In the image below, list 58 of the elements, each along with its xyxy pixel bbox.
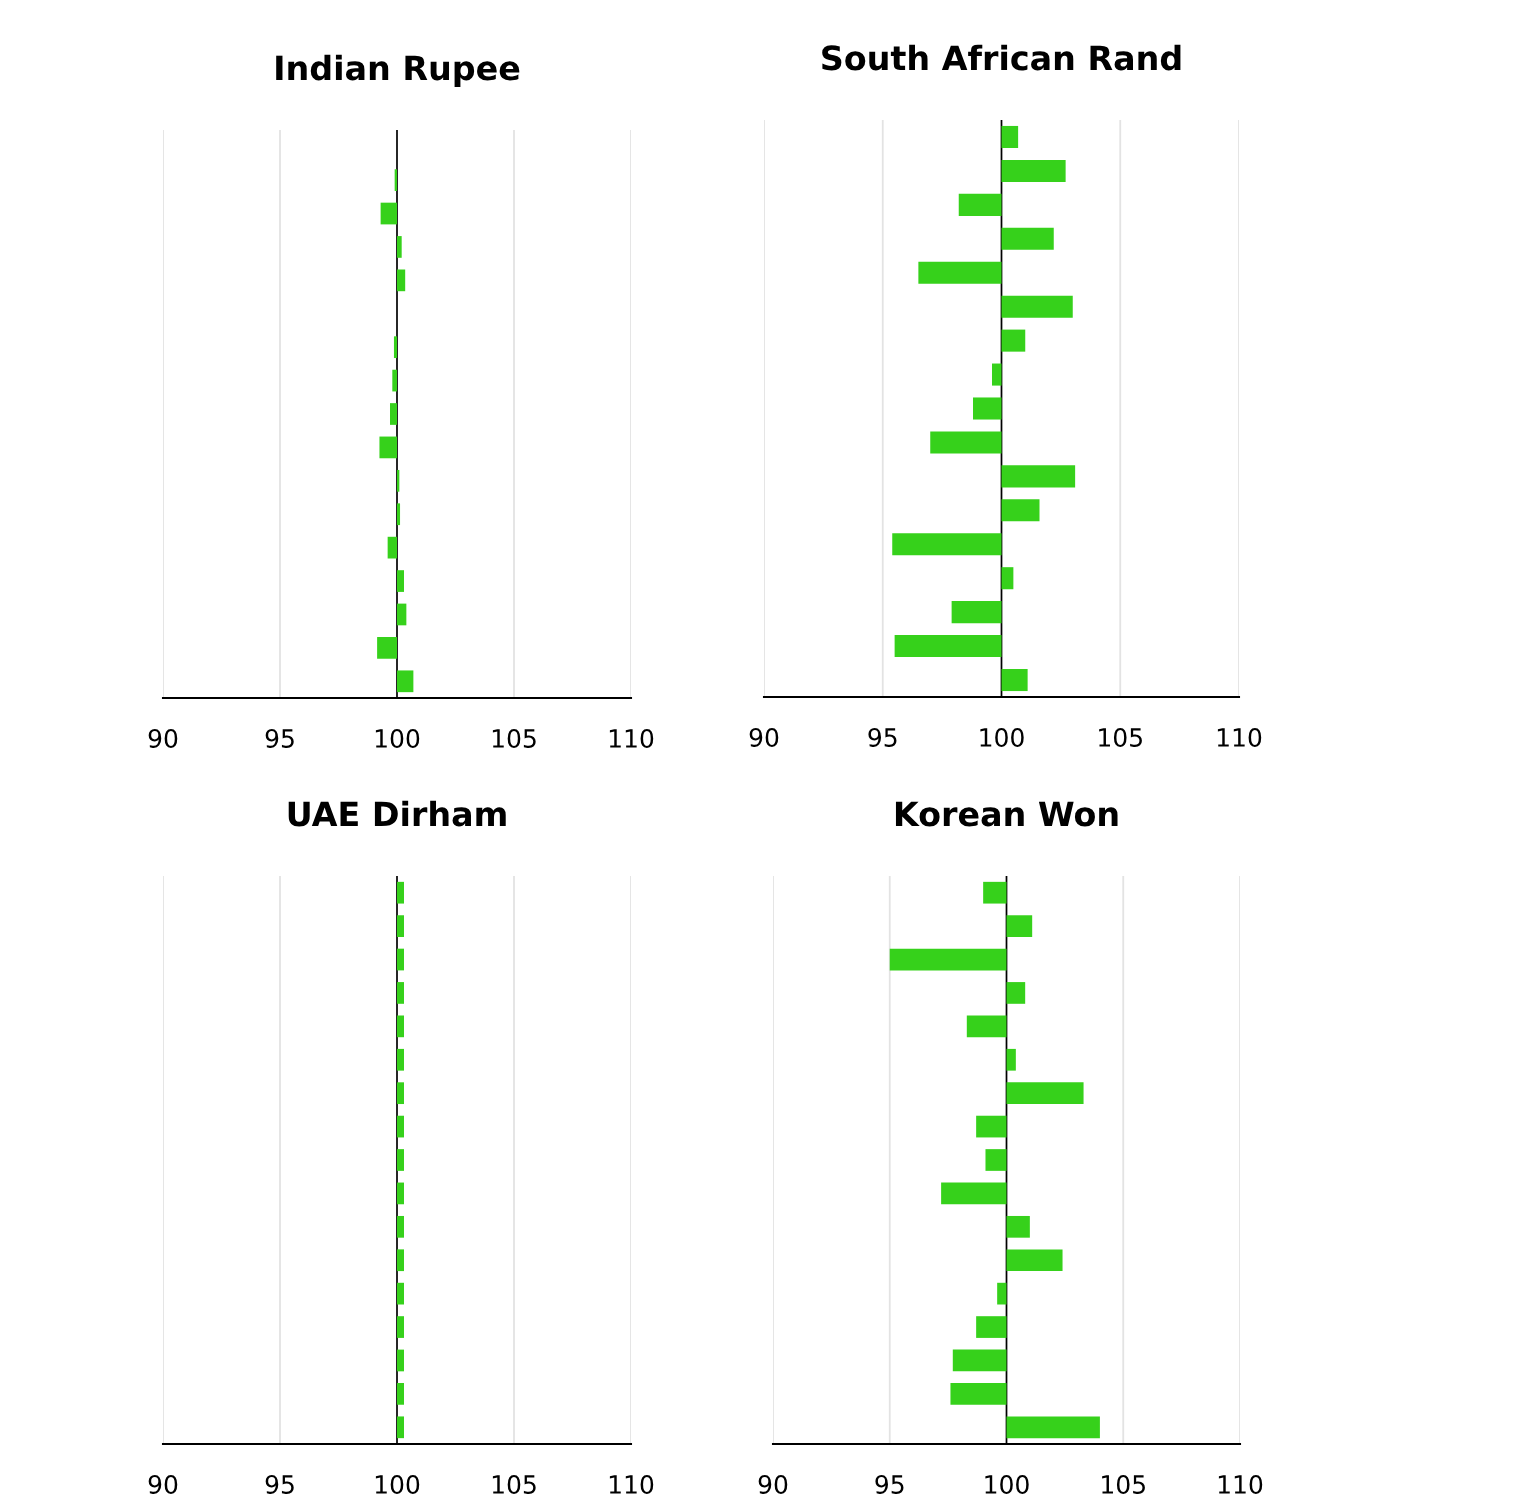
bar: [985, 1149, 1007, 1171]
bar: [918, 261, 1002, 284]
x-tick-label: 105: [1099, 728, 1142, 747]
bar: [958, 193, 1002, 216]
bar: [976, 1115, 1007, 1138]
x-tick-label: 90: [758, 1475, 788, 1494]
bar: [1006, 1215, 1030, 1238]
bar: [950, 1383, 1007, 1405]
x-tick-label: 110: [1218, 1475, 1263, 1494]
chart-title: UAE Dirham: [288, 800, 506, 827]
bar: [1006, 1048, 1016, 1071]
bar: [1006, 1082, 1084, 1105]
x-tick-label: 100: [375, 729, 420, 748]
chart-title: Indian Rupee: [276, 54, 520, 87]
bar: [1001, 669, 1028, 692]
bar: [983, 881, 1007, 904]
x-tick-label: 95: [265, 729, 294, 748]
bar: [966, 1015, 1007, 1038]
bar: [1001, 125, 1019, 148]
x-tick-label: 95: [875, 1475, 904, 1494]
bar: [973, 397, 1002, 420]
bar: [952, 1349, 1007, 1372]
x-tick-label: 105: [492, 729, 536, 748]
x-tick-label: 110: [1217, 728, 1262, 747]
x-tick-label: 100: [985, 1475, 1029, 1494]
bar: [889, 948, 1007, 971]
bar: [1001, 465, 1076, 488]
bar: [1001, 329, 1026, 352]
bar: [894, 635, 1002, 658]
bar: [992, 363, 1002, 386]
bar: [1001, 499, 1040, 522]
x-tick-label: 90: [148, 729, 178, 748]
bar: [997, 1282, 1007, 1305]
x-tick-label: 110: [609, 729, 654, 748]
chart-title: South African Rand: [822, 44, 1181, 71]
x-tick-label: 95: [265, 1475, 294, 1494]
bar: [1006, 915, 1033, 937]
bar: [892, 533, 1002, 556]
bar: [1001, 227, 1054, 250]
bar: [1001, 295, 1073, 318]
x-tick-label: 110: [609, 1475, 654, 1494]
bar: [1001, 159, 1066, 182]
bar: [976, 1316, 1007, 1338]
bar: [1006, 1416, 1100, 1439]
bar: [1006, 1249, 1063, 1272]
bar: [1001, 567, 1014, 590]
bar: [1006, 982, 1026, 1004]
bar: [941, 1182, 1007, 1205]
x-tick-label: 105: [492, 1475, 536, 1494]
x-tick-label: 90: [148, 1475, 178, 1494]
bar: [930, 431, 1002, 454]
chart-title: Korean Won: [895, 801, 1118, 827]
x-tick-label: 105: [1102, 1475, 1145, 1494]
x-tick-label: 90: [749, 728, 779, 747]
x-tick-label: 95: [868, 728, 897, 747]
x-tick-label: 100: [980, 728, 1024, 747]
x-tick-label: 100: [375, 1475, 420, 1494]
bar: [951, 601, 1002, 624]
